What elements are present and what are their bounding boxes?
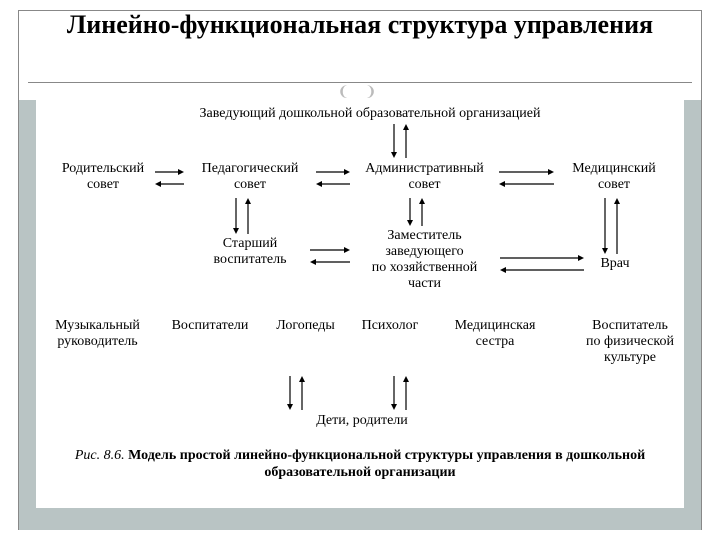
node-music_dir: Музыкальный руководитель bbox=[40, 318, 155, 350]
node-nurse: Медицинская сестра bbox=[440, 318, 550, 350]
ornament-icon: ❨ ❩ bbox=[0, 84, 720, 101]
figure-caption: Рис. 8.6. Модель простой линейно-функцио… bbox=[60, 448, 660, 482]
node-head: Заведующий дошкольной образовательной ор… bbox=[180, 106, 560, 122]
node-admin_council: Административный совет bbox=[352, 161, 497, 193]
node-deputy_econ: Заместитель заведующего по хозяйственной… bbox=[352, 228, 497, 292]
page-title: Линейно-функциональная структура управле… bbox=[0, 10, 720, 40]
node-phys_educator: Воспитатель по физической культуре bbox=[570, 318, 690, 366]
node-educators: Воспитатели bbox=[160, 318, 260, 334]
node-ped_council: Педагогический совет bbox=[185, 161, 315, 193]
node-senior_educator: Старший воспитатель bbox=[185, 236, 315, 268]
caption-label: Рис. 8.6. bbox=[75, 448, 128, 463]
node-parent_council: Родительский совет bbox=[48, 161, 158, 193]
node-logopeds: Логопеды bbox=[263, 318, 348, 334]
node-psycho: Психолог bbox=[350, 318, 430, 334]
node-children_parents: Дети, родители bbox=[262, 413, 462, 429]
node-med_council: Медицинский совет bbox=[554, 161, 674, 193]
title-rule bbox=[28, 82, 692, 83]
caption-text: Модель простой линейно-функциональной ст… bbox=[128, 448, 645, 480]
node-doctor: Врач bbox=[585, 256, 645, 272]
